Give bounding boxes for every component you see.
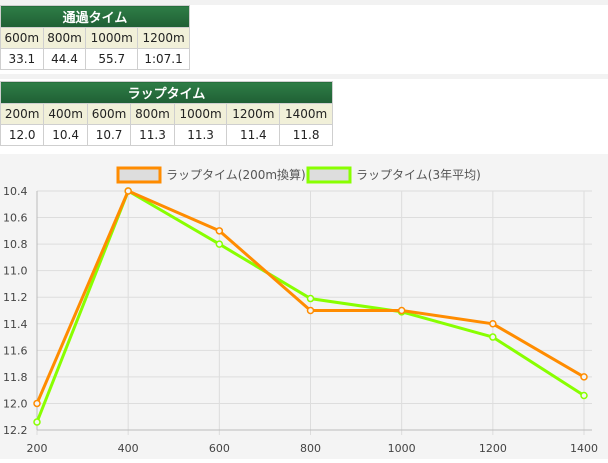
lap-header-cell: 1200m	[226, 103, 281, 125]
x-tick-label: 1200	[479, 442, 507, 455]
lap-header-cell: 600m	[86, 103, 132, 125]
passing-header-cell: 800m	[42, 27, 87, 49]
chart-series	[33, 187, 588, 426]
x-tick-label: 600	[209, 442, 230, 455]
lap-time-table: ラップタイム 200m 400m 600m 800m 1000m 1200m 1…	[0, 81, 333, 146]
legend-swatch	[306, 166, 352, 184]
y-tick-label: 12.0	[3, 397, 28, 410]
series-point	[33, 399, 41, 408]
series-point	[580, 373, 588, 381]
x-tick-label: 400	[118, 442, 139, 455]
lap-value-cell: 12.0	[0, 124, 45, 146]
passing-value-cell: 33.1	[0, 48, 44, 70]
lap-value-cell: 11.3	[130, 124, 175, 146]
x-tick-label: 200	[27, 442, 48, 455]
y-tick-label: 11.4	[3, 318, 28, 331]
lap-header-cell: 1400m	[279, 103, 333, 125]
chart-legend: ラップタイム(200m換算) ラップタイム(3年平均)	[116, 166, 481, 184]
lap-value-cell: 11.8	[279, 124, 333, 146]
y-tick-label: 10.8	[3, 238, 28, 251]
legend-label: ラップタイム(200m換算)	[166, 167, 306, 182]
series-point	[215, 227, 224, 235]
series-point	[306, 294, 315, 303]
passing-time-title: 通過タイム	[0, 5, 190, 28]
passing-header-cell: 1000m	[85, 27, 139, 49]
lap-header-cell: 800m	[130, 103, 175, 125]
series-point	[489, 333, 497, 341]
chart-grid	[36, 190, 592, 435]
y-tick-label: 10.4	[3, 185, 28, 198]
lap-value-cell: 10.7	[86, 124, 132, 146]
y-tick-label: 11.8	[3, 371, 28, 384]
lap-value-cell: 10.4	[43, 124, 88, 146]
x-tick-label: 1000	[388, 442, 416, 455]
y-tick-label: 12.2	[3, 424, 28, 437]
x-axis-ticks: 200 400 600 800 1000 1200 1400	[27, 442, 599, 455]
top-divider	[0, 0, 608, 5]
passing-time-table: 通過タイム 600m 800m 1000m 1200m 33.1 44.4 55…	[0, 5, 190, 70]
x-tick-label: 1400	[570, 442, 598, 455]
lap-value-cell: 11.4	[226, 124, 281, 146]
y-axis-ticks: 10.4 10.6 10.8 11.0 11.2 11.4 11.6 11.8 12.0 12.2	[3, 185, 28, 437]
section-divider	[0, 74, 608, 79]
x-tick-label: 800	[300, 442, 321, 455]
lap-header-cell: 200m	[0, 103, 45, 125]
passing-header-cell: 1200m	[137, 27, 190, 49]
series-point	[306, 306, 315, 315]
lap-header-cell: 1000m	[173, 103, 228, 125]
passing-value-cell: 44.4	[42, 48, 87, 70]
legend-label: ラップタイム(3年平均)	[356, 168, 481, 182]
passing-header-cell: 600m	[0, 27, 44, 49]
lap-time-table-wrap: ラップタイム 200m 400m 600m 800m 1000m 1200m 1…	[0, 81, 333, 146]
legend-swatch	[116, 166, 162, 184]
lap-time-chart-svg: 10.4 10.6 10.8 11.0 11.2 11.4 11.6 11.8 12.0 12.2…	[3, 166, 599, 455]
passing-time-table-wrap: 通過タイム 600m 800m 1000m 1200m 33.1 44.4 55…	[0, 5, 190, 70]
y-tick-label: 10.6	[3, 212, 28, 225]
series-point	[33, 418, 41, 426]
passing-value-cell: 55.7	[85, 48, 139, 70]
lap-time-chart: 10.4 10.6 10.8 11.0 11.2 11.4 11.6 11.8 12.0 12.2…	[0, 154, 608, 459]
series-point	[124, 187, 132, 195]
lap-time-title: ラップタイム	[0, 81, 333, 104]
y-tick-label: 11.2	[3, 291, 28, 304]
series-point	[397, 306, 406, 315]
passing-value-cell: 1:07.1	[137, 48, 190, 70]
lap-value-cell: 11.3	[173, 124, 228, 146]
y-tick-label: 11.0	[3, 265, 28, 278]
lap-header-cell: 400m	[43, 103, 88, 125]
series-point	[489, 320, 497, 328]
y-tick-label: 11.6	[3, 344, 28, 357]
series-point	[580, 391, 588, 400]
series-point	[215, 240, 224, 248]
